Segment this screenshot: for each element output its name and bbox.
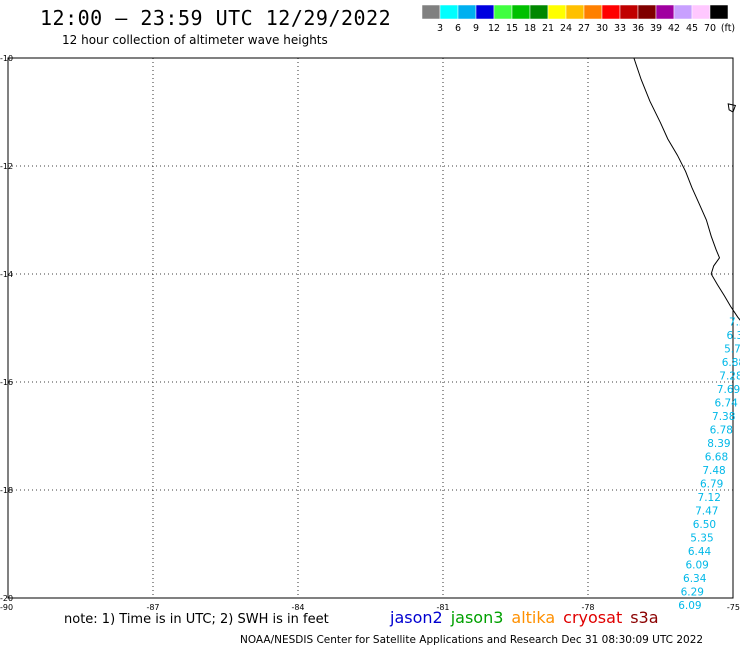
- colorbar-tick-label: 18: [524, 23, 536, 34]
- wave-height-label: 6.29: [681, 586, 704, 598]
- wave-height-label: 6.68: [705, 451, 728, 463]
- colorbar-tick-label: 15: [506, 23, 518, 34]
- colorbar-tick-label: 27: [578, 23, 590, 34]
- map-subtitle: 12 hour collection of altimeter wave hei…: [62, 33, 328, 47]
- colorbar-tick-label: (ft): [721, 23, 735, 34]
- wave-height-label: 6.74: [714, 397, 738, 409]
- latitude-tick-label: -20: [0, 594, 13, 603]
- colorbar-tick-label: 9: [473, 23, 479, 34]
- colorbar-tick-label: 24: [560, 23, 572, 34]
- colorbar-tick-label: 36: [632, 23, 644, 34]
- wave-height-label: 7.38: [712, 411, 735, 423]
- coastline: [633, 57, 740, 321]
- satellite-legend: jason2 jason3 altika cryosat s3a: [390, 608, 667, 627]
- wave-height-label: 7.48: [702, 465, 725, 477]
- longitude-tick-label: -87: [146, 603, 159, 612]
- wave-height-label: 7.12: [698, 492, 721, 504]
- longitude-tick-label: -78: [581, 603, 594, 612]
- colorbar-tick-label: 3: [437, 23, 443, 34]
- wave-height-label: 6.88: [722, 357, 740, 369]
- wave-height-label: 6.78: [710, 424, 733, 436]
- map-title: 12:00 – 23:59 UTC 12/29/2022: [40, 6, 392, 30]
- wave-height-label: 7.69: [717, 384, 740, 396]
- colorbar-tick-label: 21: [542, 23, 554, 34]
- longitude-tick-label: -84: [291, 603, 304, 612]
- wave-height-label: 6.09: [685, 559, 708, 571]
- longitude-tick-label: -81: [436, 603, 449, 612]
- longitude-tick-label: -90: [0, 603, 13, 612]
- wave-height-label: 7.47: [695, 505, 718, 517]
- wave-height-label: 7.28: [719, 370, 740, 382]
- map-frame: [7, 57, 734, 599]
- wave-height-label: 6.09: [678, 600, 701, 612]
- wave-height-label: 7.27: [729, 316, 740, 328]
- satellite-legend-item: jason2: [390, 608, 443, 627]
- latitude-tick-label: -12: [0, 162, 13, 171]
- latitude-tick-label: -16: [0, 378, 13, 387]
- wave-height-label: 6.44: [688, 546, 712, 558]
- satellite-legend-item: jason3: [450, 608, 504, 627]
- colorbar-tick-label: 42: [668, 23, 680, 34]
- colorbar-tick-label: 12: [488, 23, 500, 34]
- colorbar-tick-label: 6: [455, 23, 461, 34]
- note-text: note: 1) Time is in UTC; 2) SWH is in fe…: [64, 612, 329, 627]
- latitude-tick-label: -10: [0, 54, 13, 63]
- island-outline: [727, 103, 737, 113]
- wave-height-label: 8.39: [707, 438, 730, 450]
- satellite-legend-item: altika: [511, 608, 556, 627]
- wave-height-label: 6.79: [700, 478, 723, 490]
- satellite-legend-item: s3a: [630, 608, 659, 627]
- colorbar-tick-label: 30: [596, 23, 608, 34]
- latitude-tick-label: -14: [0, 270, 13, 279]
- wave-height-label: 6.50: [693, 519, 716, 531]
- wave-height-label: 5.77: [724, 343, 740, 355]
- latitude-tick-label: -18: [0, 486, 13, 495]
- colorbar-tick-label: 39: [650, 23, 662, 34]
- colorbar-swatch: [709, 4, 729, 20]
- wave-height-label: 5.35: [690, 532, 713, 544]
- colorbar-tick-label: 45: [686, 23, 698, 34]
- longitude-tick-label: -75: [727, 603, 740, 612]
- satellite-legend-item: cryosat: [563, 608, 623, 627]
- colorbar-tick-label: 70: [704, 23, 716, 34]
- colorbar-legend: 3 6 9 12 15 18 21 24 27 30 33 36 39 42 45 70 (ft): [421, 4, 735, 34]
- footer-credit: NOAA/NESDIS Center for Satellite Applica…: [240, 634, 704, 646]
- colorbar-tick-label: 33: [614, 23, 626, 34]
- wave-height-label: 6.35: [727, 330, 740, 342]
- wave-height-label: 6.34: [683, 573, 707, 585]
